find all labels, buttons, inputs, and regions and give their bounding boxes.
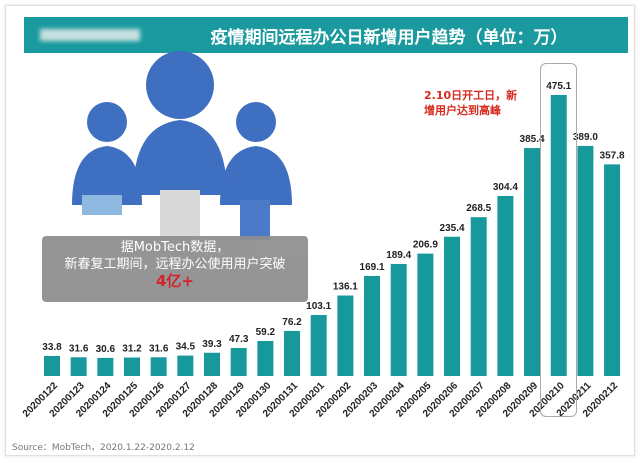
- chart-title: 疫情期间远程办公日新增用户趋势（单位：万）: [210, 28, 568, 48]
- value-label: 39.3: [202, 339, 222, 350]
- person-center-icon: [133, 51, 227, 240]
- value-label: 103.1: [306, 301, 331, 312]
- bar-20200124: [97, 357, 114, 376]
- bar-20200209: [524, 148, 541, 376]
- value-label: 31.6: [69, 343, 89, 354]
- bar-20200126: [150, 357, 167, 376]
- bar-20200204: [390, 263, 407, 376]
- value-label: 268.5: [466, 203, 491, 214]
- bar-20200128: [204, 352, 221, 376]
- bars-group: [44, 95, 621, 376]
- value-label: 33.8: [42, 342, 62, 353]
- value-label: 76.2: [282, 317, 302, 328]
- peak-annotation: 2.10日开工日，新增用户达到高峰: [424, 89, 518, 117]
- bar-20200210: [550, 95, 567, 376]
- bar-20200122: [44, 356, 60, 376]
- callout-line2: 新春复工期间，远程办公使用用户突破: [64, 257, 286, 272]
- bar-20200201: [310, 315, 327, 376]
- source-note: Source：MobTech，2020.1.22-2020.2.12: [12, 443, 195, 453]
- value-label: 389.0: [573, 132, 598, 143]
- bar-20200130: [257, 340, 274, 376]
- bar-20200205: [417, 253, 434, 376]
- value-label: 235.4: [440, 223, 465, 234]
- title-bar: 疫情期间远程办公日新增用户趋势（单位：万）: [24, 17, 628, 53]
- bar-20200125: [124, 357, 141, 376]
- callout-highlight: 4亿+: [155, 272, 194, 290]
- value-label: 47.3: [229, 334, 249, 345]
- person-right-icon: [220, 102, 292, 240]
- value-label: 475.1: [546, 81, 571, 92]
- person-left-icon: [72, 102, 142, 215]
- value-labels-group: 33.8 31.6 30.6 31.2 31.6 34.5 39.3 47.3 59.2 76.2…: [42, 81, 625, 355]
- value-label: 189.4: [386, 250, 411, 261]
- x-tick-labels-group: 2020012220200123202001242020012520200126…: [21, 380, 621, 420]
- callout-box: 据MobTech数据， 新春复工期间，远程办公使用用户突破 4亿+: [42, 236, 308, 302]
- chart-card: [5, 5, 635, 456]
- value-label: 136.1: [333, 282, 358, 293]
- bar-20200208: [497, 195, 514, 376]
- people-illustration: [72, 51, 292, 240]
- bar-20200127: [177, 355, 194, 376]
- bar-20200206: [444, 236, 461, 376]
- blurred-logo: [40, 29, 140, 41]
- bar-20200131: [284, 330, 301, 376]
- bar-20200211: [577, 145, 594, 376]
- bar-20200202: [337, 295, 354, 376]
- value-label: 31.2: [122, 344, 142, 355]
- value-label: 59.2: [256, 327, 276, 338]
- value-label: 357.8: [600, 150, 625, 161]
- value-label: 34.5: [176, 342, 196, 353]
- bar-20200203: [364, 275, 381, 376]
- bar-20200129: [230, 348, 247, 376]
- value-label: 30.6: [96, 344, 116, 355]
- bar-20200207: [470, 217, 487, 376]
- bar-20200123: [70, 357, 87, 376]
- callout-line1: 据MobTech数据，: [120, 240, 230, 255]
- bar-20200212: [604, 164, 621, 376]
- value-label: 304.4: [493, 182, 518, 193]
- value-label: 31.6: [149, 343, 169, 354]
- value-label: 169.1: [360, 262, 385, 273]
- value-label: 206.9: [413, 240, 438, 251]
- value-label: 385.4: [520, 134, 545, 145]
